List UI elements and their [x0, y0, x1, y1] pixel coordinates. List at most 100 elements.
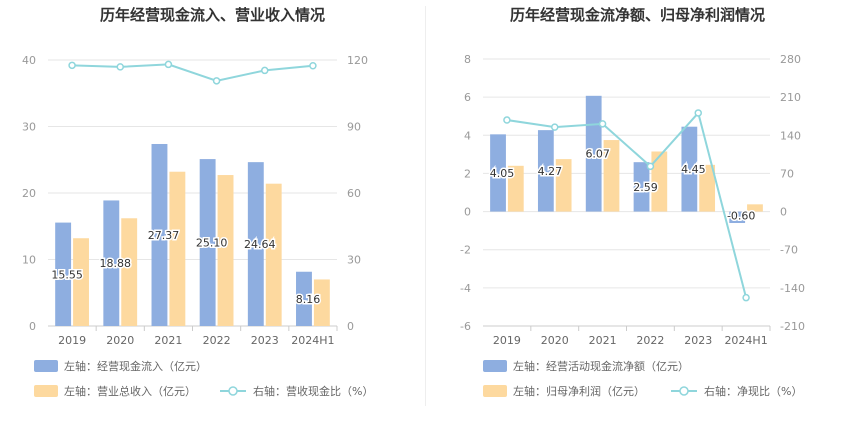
line-point: [68, 61, 76, 70]
bar-data-label: 15.55: [51, 268, 83, 281]
legend-swatch-series-1: [34, 360, 58, 372]
bar-series-2: [313, 279, 330, 326]
bar-series-2: [507, 165, 524, 212]
bar-data-label: 4.05: [490, 167, 515, 180]
bar-data-label: 25.10: [196, 237, 228, 250]
left-chart-svg: 0 0 10 30 20 60 30 90 40 120 2019 2020 2021 2022 2023 2…: [22, 54, 373, 398]
left-chart-title: 历年经营现金流入、营业收入情况: [99, 6, 325, 24]
line-point: [164, 60, 173, 69]
line-point: [116, 63, 124, 71]
bar-data-label: 6.07: [585, 148, 610, 161]
right-chart-svg: -6 -210 -4 -140 -2 -70 0 0 2 70 4 140 6 210 8 280 2019 20…: [460, 53, 805, 398]
x-axis-tick-label: 2023: [251, 334, 279, 347]
right-axis-tick-label: 90: [347, 121, 361, 134]
legend-swatch-series-2: [34, 385, 58, 397]
right-axis-tick-label: 210: [780, 91, 801, 104]
right-axis-tick-label: 60: [347, 187, 361, 200]
right-axis-tick-label: -70: [780, 244, 798, 257]
x-axis-tick-label: 2019: [493, 334, 521, 347]
line-point: [694, 109, 702, 117]
bar-data-label: 18.88: [100, 257, 132, 270]
bar-series-1: [199, 159, 216, 326]
x-axis-tick-label: 2020: [541, 334, 569, 347]
x-axis-tick-label: 2022: [203, 334, 231, 347]
bar-series-2: [555, 159, 572, 212]
bar-series-2: [73, 238, 89, 326]
line-series: [506, 110, 748, 298]
bar-series-1: [681, 126, 698, 212]
line-point: [646, 162, 655, 171]
right-axis-tick-label: 120: [347, 54, 368, 67]
right-axis-tick-label: -140: [780, 282, 805, 295]
right-axis-tick-label: 0: [780, 206, 787, 219]
bar-series-1: [633, 162, 650, 212]
left-axis-tick-label: 30: [22, 121, 36, 134]
bar-series-2: [121, 218, 138, 326]
right-axis-tick-label: 280: [780, 53, 801, 66]
left-axis-tick-label: 20: [22, 187, 36, 200]
bar-series-2: [265, 183, 282, 326]
legend-label-series-1: 左轴：经营活动现金流净额（亿元）: [513, 359, 689, 373]
left-axis-tick-label: 10: [22, 254, 36, 267]
bar-series-1: [247, 162, 264, 326]
x-axis-tick-label: 2019: [58, 334, 86, 347]
bar-series-1: [729, 211, 746, 224]
bar-series-2: [217, 175, 234, 326]
bar-series-1: [296, 271, 312, 326]
left-chart-panel: 历年经营现金流入、营业收入情况 0 0 10 30 20 60 30 90 40 120 2019 2…: [22, 6, 373, 398]
bar-series-2: [651, 151, 668, 212]
left-axis-tick-label: -6: [460, 320, 471, 333]
line-point: [309, 62, 317, 70]
bar-series-2: [603, 140, 620, 212]
left-axis-tick-label: 0: [464, 206, 471, 219]
bar-series-1: [103, 200, 120, 326]
x-axis-tick-label: 2022: [636, 334, 664, 347]
bar-series-1: [537, 130, 554, 212]
right-axis-tick-label: -210: [780, 320, 805, 333]
panel-divider: [425, 6, 426, 406]
line-point: [598, 120, 607, 128]
line-point: [551, 123, 559, 131]
legend-swatch-line-point: [228, 386, 238, 396]
line-series: [72, 63, 314, 82]
x-axis-tick-label: 2023: [684, 334, 712, 347]
line-point: [261, 66, 269, 75]
legend-label-line: 右轴：净现比（%）: [704, 384, 802, 398]
x-axis-tick-label: 2020: [106, 334, 134, 347]
bar-data-label: -0.60: [727, 210, 755, 223]
bar-series-2: [699, 164, 716, 212]
legend-swatch-series-1: [483, 360, 507, 372]
right-axis-tick-label: 70: [780, 167, 794, 180]
bar-data-label: 2.59: [633, 181, 658, 194]
x-axis-tick-label: 2021: [154, 334, 182, 347]
bar-data-label: 8.16: [296, 293, 321, 306]
left-axis-tick-label: -2: [460, 244, 471, 257]
bar-series-1: [55, 222, 72, 326]
legend-swatch-line-point: [679, 386, 689, 396]
bar-data-label: 4.45: [681, 163, 706, 176]
x-axis-tick-label: 2024H1: [724, 334, 767, 347]
legend-label-series-2: 左轴：营业总收入（亿元）: [64, 384, 196, 398]
left-axis-tick-label: 4: [464, 129, 471, 142]
legend-swatch-series-2: [483, 385, 507, 397]
right-axis-tick-label: 0: [347, 320, 354, 333]
bar-data-label: 27.37: [148, 229, 180, 242]
legend-label-series-2: 左轴：归母净利润（亿元）: [513, 384, 645, 398]
bar-series-2: [747, 204, 763, 212]
line-point: [742, 293, 750, 302]
bar-series-1: [151, 143, 168, 326]
x-axis-tick-label: 2021: [589, 334, 617, 347]
right-axis-tick-label: 140: [780, 129, 801, 142]
x-axis-tick-label: 2024H1: [291, 334, 334, 347]
left-axis-tick-label: -4: [460, 282, 471, 295]
bar-series-2: [169, 171, 186, 326]
legend-label-line: 右轴：营收现金比（%）: [253, 384, 373, 398]
line-point: [503, 116, 511, 124]
bar-data-label: 24.64: [244, 238, 276, 251]
left-axis-tick-label: 40: [22, 54, 36, 67]
left-axis-tick-label: 0: [29, 320, 36, 333]
left-axis-tick-label: 8: [464, 53, 471, 66]
bar-data-label: 4.27: [538, 165, 563, 178]
right-chart-title: 历年经营现金流净额、归母净利润情况: [509, 6, 765, 24]
right-chart-panel: 历年经营现金流净额、归母净利润情况 -6 -210 -4 -140 -2 -70 0 0 2 70…: [425, 0, 850, 437]
